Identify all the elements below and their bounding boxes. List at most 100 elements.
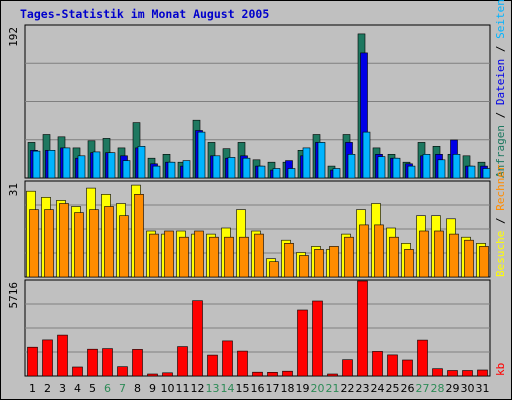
bar-rechner — [119, 215, 129, 278]
x-tick-label: 10 — [161, 382, 175, 395]
panel-2: 31 — [7, 180, 491, 278]
bar-kb — [297, 309, 308, 377]
bar-rechner — [44, 209, 54, 278]
bar-seiten — [197, 131, 206, 179]
bar-rechner — [59, 203, 69, 278]
chart-panels: 192 31 5716 — [7, 24, 491, 377]
legend-separator: / — [494, 211, 507, 231]
bar-seiten — [347, 154, 356, 179]
x-tick-label: 29 — [446, 382, 460, 395]
x-tick-label: 24 — [371, 382, 385, 395]
x-tick-label: 27 — [416, 382, 430, 395]
bar-kb — [57, 334, 68, 377]
x-tick-label: 17 — [266, 382, 280, 395]
bar-rechner — [269, 261, 279, 278]
bar-kb — [237, 350, 248, 377]
bar-kb — [327, 373, 338, 377]
bar-kb — [162, 372, 173, 377]
bar-kb — [342, 359, 353, 377]
bar-rechner — [254, 233, 264, 278]
bar-seiten — [272, 168, 281, 179]
bar-seiten — [167, 161, 176, 179]
x-tick-label: 18 — [281, 382, 295, 395]
bar-rechner — [314, 249, 324, 278]
x-tick-label: 14 — [221, 382, 235, 395]
bar-seiten — [212, 155, 221, 179]
x-tick-label: 2 — [44, 382, 51, 395]
bar-kb — [477, 369, 488, 377]
bar-kb — [117, 366, 128, 377]
legend-item-rechner: Rechner — [494, 164, 507, 211]
x-tick-label: 20 — [311, 382, 325, 395]
bar-rechner — [164, 230, 174, 278]
bar-seiten — [332, 168, 341, 179]
bar-kb — [207, 354, 218, 377]
legend-item-seiten: Seiten — [494, 0, 507, 39]
bar-seiten — [92, 151, 101, 179]
bar-kb — [312, 300, 323, 377]
bar-rechner — [404, 249, 414, 278]
legend-item-anfragen: Anfragen — [494, 125, 507, 178]
legend-separator: / — [494, 39, 507, 59]
bar-seiten — [152, 165, 161, 179]
x-tick-label: 4 — [74, 382, 81, 395]
bar-seiten — [437, 159, 446, 179]
bar-seiten — [62, 147, 71, 179]
bar-seiten — [227, 157, 236, 179]
bar-seiten — [362, 131, 371, 179]
bar-seiten — [122, 160, 131, 179]
bar-kb — [357, 280, 368, 377]
x-tick-label: 25 — [386, 382, 400, 395]
bar-kb — [132, 349, 143, 377]
chart-title: Tages-Statistik im Monat August 2005 — [20, 7, 269, 21]
x-tick-label: 13 — [206, 382, 220, 395]
bar-rechner — [389, 236, 399, 278]
bar-rechner — [284, 243, 294, 278]
bar-kb — [372, 351, 383, 377]
bar-seiten — [182, 160, 191, 179]
bar-kb — [72, 366, 83, 377]
y-max-label: 31 — [7, 183, 20, 196]
bar-kb — [432, 368, 443, 377]
x-tick-label: 31 — [476, 382, 490, 395]
bar-kb — [87, 348, 98, 377]
bar-seiten — [317, 142, 326, 179]
bar-rechner — [419, 230, 429, 278]
bar-seiten — [467, 165, 476, 179]
bar-seiten — [482, 168, 491, 179]
bar-rechner — [479, 246, 489, 278]
bar-rechner — [359, 224, 369, 278]
bar-kb — [282, 370, 293, 377]
bar-seiten — [452, 154, 461, 179]
bar-seiten — [77, 155, 86, 179]
x-tick-label: 6 — [104, 382, 111, 395]
bar-kb — [147, 373, 158, 377]
x-tick-label: 12 — [191, 382, 205, 395]
bar-seiten — [257, 165, 266, 179]
bar-kb — [252, 371, 263, 377]
x-tick-label: 26 — [401, 382, 415, 395]
x-tick-label: 28 — [431, 382, 445, 395]
bar-seiten — [32, 150, 41, 179]
bar-seiten — [107, 152, 116, 179]
bar-kb — [267, 371, 278, 377]
x-tick-label: 23 — [356, 382, 370, 395]
x-tick-label: 22 — [341, 382, 355, 395]
bar-rechner — [329, 246, 339, 278]
bar-rechner — [89, 209, 99, 278]
x-tick-label: 21 — [326, 382, 340, 395]
legend-1: Anfragen / Dateien / Seiten — [494, 0, 507, 178]
bar-seiten — [47, 150, 56, 179]
x-axis-labels: 1 2 3 4 5 6 7 8 9 10 11 12 13 14 15 16 17 18 19 20 21 22 23 24 2… — [29, 382, 490, 395]
bar-seiten — [377, 156, 386, 179]
y-max-label: 192 — [7, 27, 20, 47]
panel-1: 192 — [7, 24, 491, 179]
bar-rechner — [179, 236, 189, 278]
bar-rechner — [209, 236, 219, 278]
x-tick-label: 1 — [29, 382, 36, 395]
bar-kb — [387, 354, 398, 377]
bar-seiten — [242, 157, 251, 179]
bar-kb — [462, 370, 473, 377]
x-tick-label: 7 — [119, 382, 126, 395]
x-tick-label: 19 — [296, 382, 310, 395]
